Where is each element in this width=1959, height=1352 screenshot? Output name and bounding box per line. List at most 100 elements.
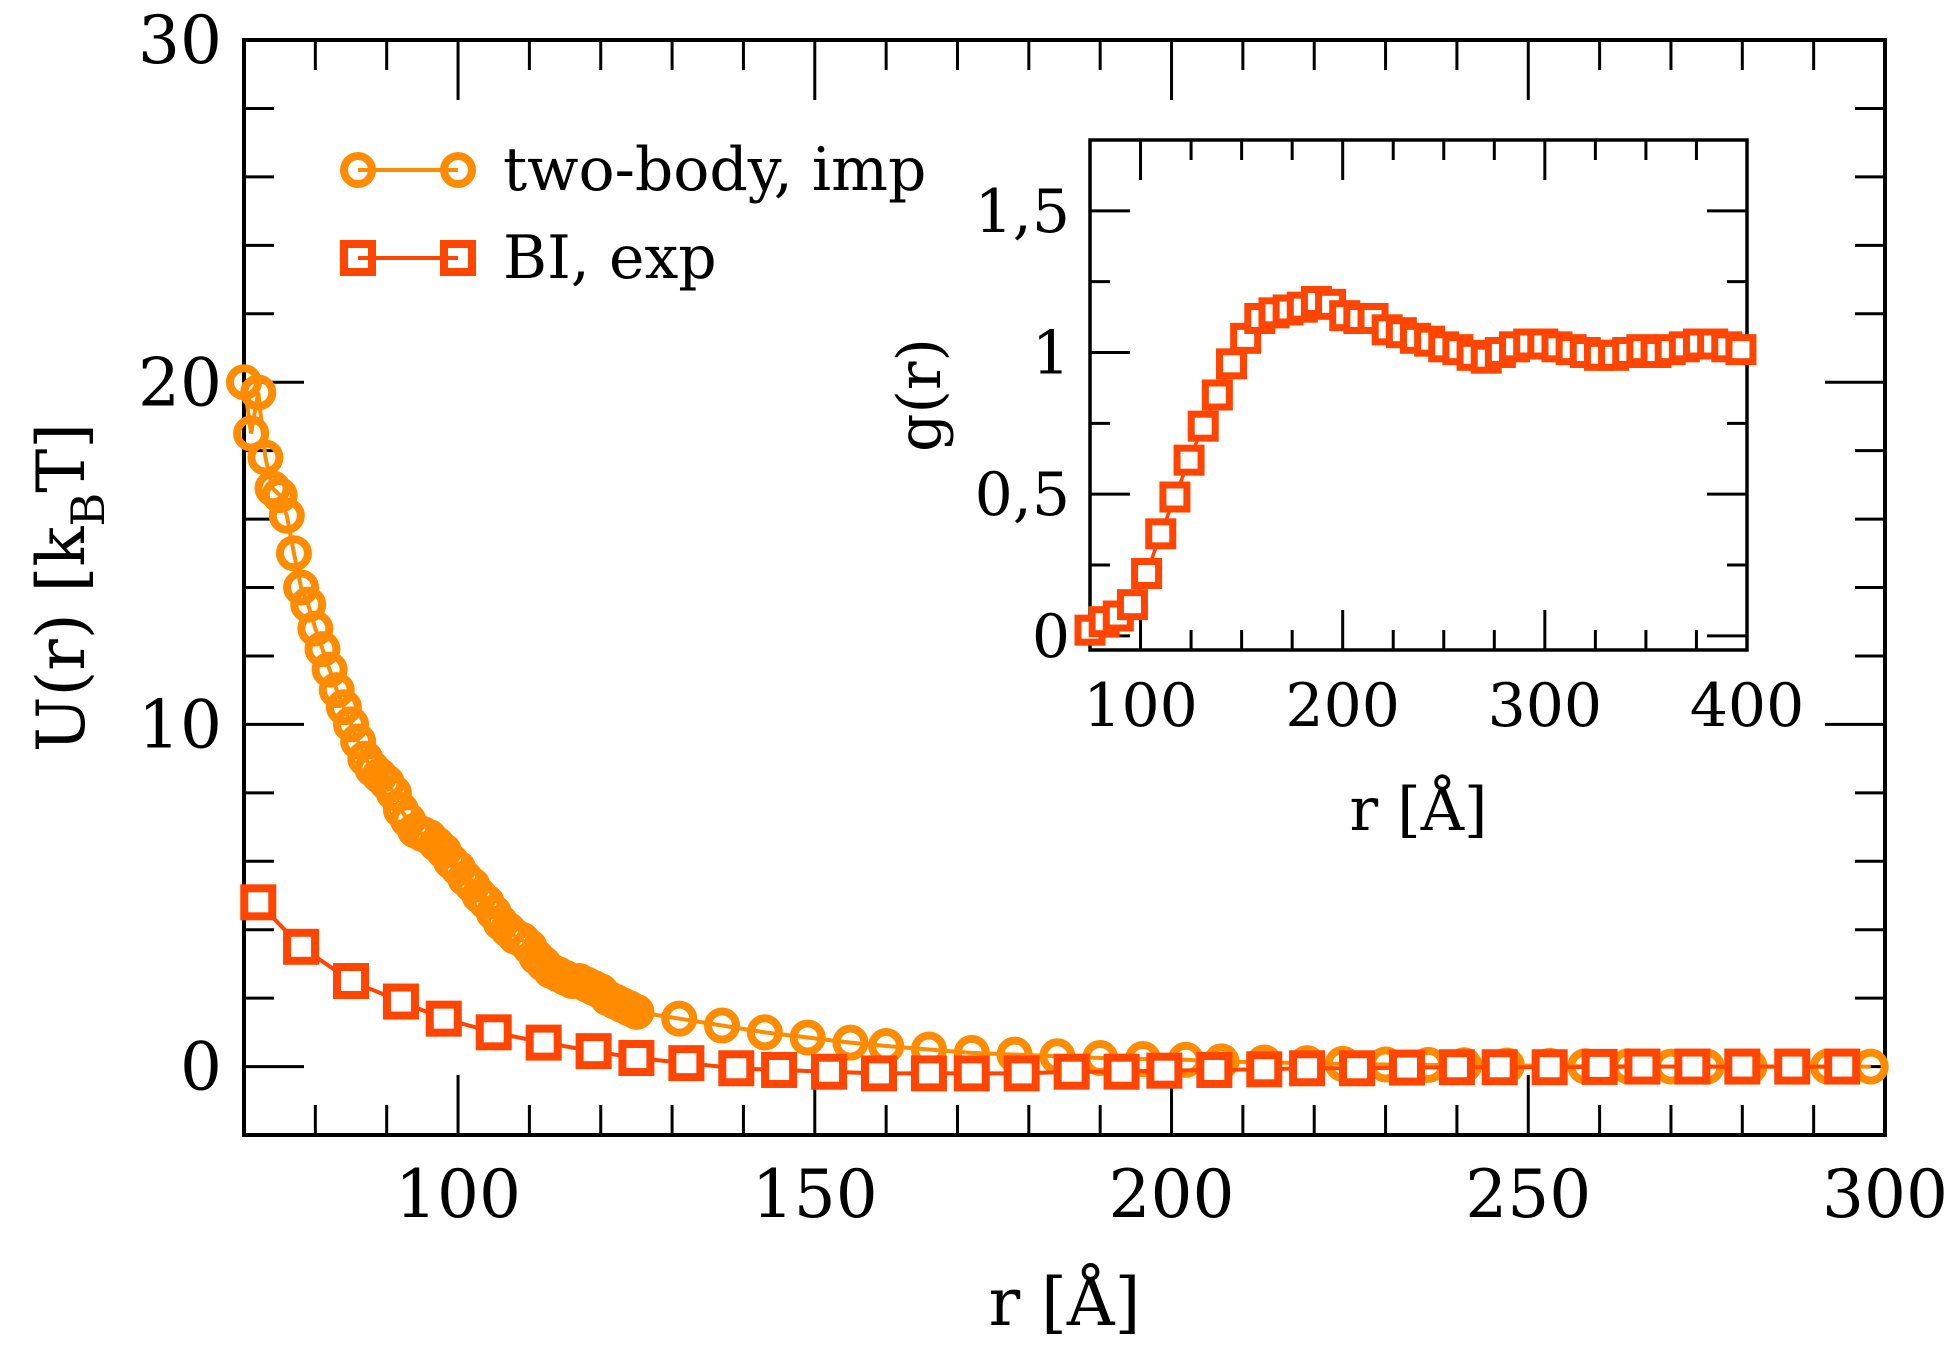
legend-marker-circle — [340, 152, 376, 188]
main-data-point — [325, 689, 362, 726]
main-data-point — [340, 723, 377, 760]
inset-data-point — [1725, 334, 1757, 366]
main-data-point — [1724, 1048, 1761, 1085]
main-data-point — [425, 1000, 462, 1037]
main-x-tick-label: 200 — [1109, 1156, 1235, 1233]
inset-y-tick-label: 0,5 — [975, 460, 1070, 530]
main-data-point — [240, 374, 277, 411]
legend-marker-square — [340, 240, 376, 276]
main-data-point — [953, 1055, 990, 1092]
main-data-point — [1246, 1051, 1283, 1088]
main-series-line — [256, 900, 1843, 1076]
main-data-point — [1146, 1052, 1183, 1089]
main-data-point — [375, 774, 412, 811]
inset-y-tick-label: 1,5 — [975, 177, 1070, 247]
inset-data-point — [1201, 379, 1233, 411]
inset-y-tick-label: 0 — [1032, 602, 1070, 672]
main-x-axis-title: r [Å] — [989, 1264, 1141, 1341]
main-data-point — [297, 610, 334, 647]
main-y-tick-label: 20 — [138, 344, 222, 421]
legend: two-body, imp BI, exp — [340, 135, 926, 293]
main-data-point — [704, 1007, 741, 1044]
main-y-tick-label: 0 — [180, 1029, 222, 1106]
main-data-point — [761, 1051, 798, 1088]
inset-data-point — [1216, 348, 1248, 380]
main-x-tick-label: 300 — [1822, 1156, 1948, 1233]
main-data-point — [1388, 1049, 1425, 1086]
inset-data-point — [1187, 410, 1219, 442]
inset-background — [1090, 140, 1747, 650]
main-data-point — [247, 439, 284, 476]
main-y-axis-title-sub: B — [61, 493, 115, 527]
main-data-point — [475, 1014, 512, 1051]
inset-x-tick-label: 400 — [1690, 671, 1805, 741]
main-data-point — [789, 1019, 826, 1056]
inset-data-point — [1116, 589, 1148, 621]
main-y-axis-title-end: T] — [23, 423, 100, 493]
main-x-tick-label: 250 — [1465, 1156, 1591, 1233]
main-data-point — [1824, 1048, 1861, 1085]
main-data-point — [1003, 1055, 1040, 1092]
inset-plot-frame — [1088, 138, 1749, 652]
inset-data-point — [1173, 444, 1205, 476]
main-data-point — [1196, 1051, 1233, 1088]
main-data-point — [333, 963, 370, 1000]
main-data-point — [283, 569, 320, 606]
legend-label: two-body, imp — [503, 135, 926, 205]
inset-x-tick-label: 300 — [1488, 671, 1603, 741]
main-data-point — [1289, 1050, 1326, 1087]
main-data-point — [668, 1045, 705, 1082]
main-data-point — [832, 1024, 869, 1061]
main-data-point — [618, 1040, 655, 1077]
main-data-point — [261, 477, 298, 514]
legend-label: BI, exp — [503, 223, 717, 293]
main-data-point — [525, 1024, 562, 1061]
inset-data-point — [1145, 518, 1177, 550]
inset-x-tick-label: 200 — [1285, 671, 1400, 741]
main-data-point — [275, 535, 312, 572]
main-data-point — [318, 672, 355, 709]
main-data-point — [618, 993, 655, 1030]
main-data-point — [1339, 1050, 1376, 1087]
main-data-point — [910, 1055, 947, 1092]
main-data-point — [382, 983, 419, 1020]
main-data-point — [1852, 1048, 1889, 1085]
main-y-axis-title-main: U(r) [k — [23, 526, 100, 752]
main-data-point — [283, 928, 320, 965]
main-data-point — [1624, 1048, 1661, 1085]
main-y-tick-label: 10 — [138, 686, 222, 763]
main-x-tick-label: 100 — [395, 1156, 521, 1233]
main-data-point — [746, 1014, 783, 1051]
legend-marker-square — [440, 240, 476, 276]
inset-data-point — [1131, 558, 1163, 589]
main-y-axis-title: U(r) [kBT] — [23, 423, 115, 752]
inset-x-tick-label: 100 — [1083, 671, 1198, 741]
main-data-point — [575, 1033, 612, 1070]
main-data-point — [304, 631, 341, 668]
inset-y-tick-label: 1 — [1032, 319, 1070, 389]
main-data-point — [811, 1053, 848, 1090]
main-y-tick-label: 30 — [138, 2, 222, 79]
main-data-point — [1481, 1049, 1518, 1086]
main-data-point — [1674, 1048, 1711, 1085]
main-data-point — [268, 497, 305, 534]
main-data-point — [1774, 1048, 1811, 1085]
legend-marker-circle — [440, 152, 476, 188]
main-data-point — [1103, 1053, 1140, 1090]
main-data-point — [661, 1000, 698, 1037]
main-data-point — [1531, 1049, 1568, 1086]
main-x-tick-label: 150 — [752, 1156, 878, 1233]
main-data-point — [1438, 1049, 1475, 1086]
inset-data-point — [1159, 481, 1191, 513]
main-data-point — [333, 706, 370, 743]
inset-plot: 100 200 300 400 0 0,5 1 1,5 r [Å] g(r) — [885, 138, 1805, 845]
inset-y-axis-title: g(r) — [885, 338, 955, 452]
main-data-point — [311, 651, 348, 688]
main-data-point — [718, 1050, 755, 1087]
main-data-point — [860, 1055, 897, 1092]
inset-x-axis-title: r [Å] — [1350, 774, 1488, 845]
main-data-point — [1581, 1048, 1618, 1085]
main-data-point — [240, 884, 277, 921]
